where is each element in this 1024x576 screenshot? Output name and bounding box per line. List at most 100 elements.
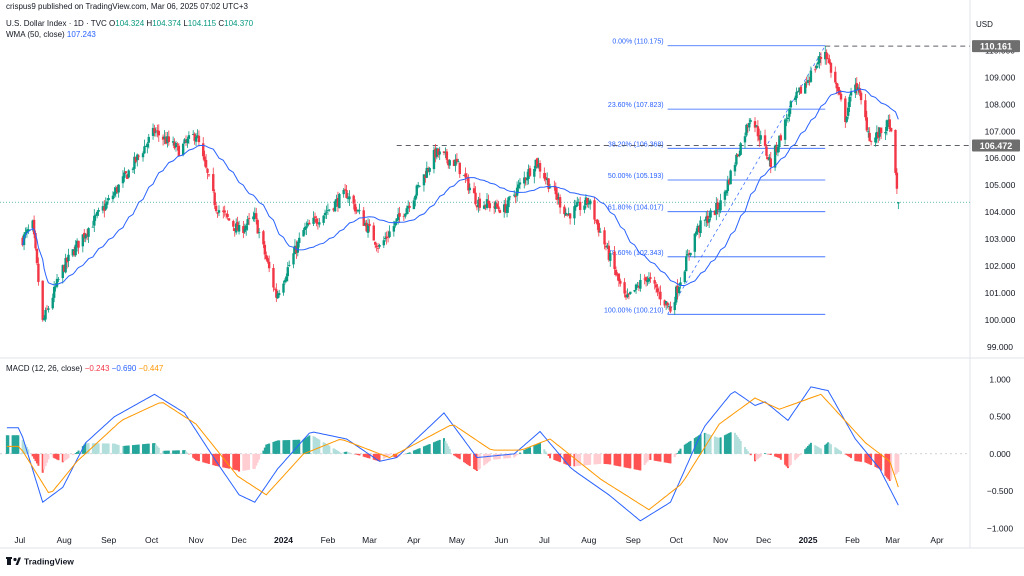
candle-body — [203, 156, 206, 162]
macd-histogram-bar — [126, 445, 129, 454]
symbol-name: U.S. Dollar Index · 1D · TVC — [6, 19, 107, 28]
candle-body — [303, 226, 307, 230]
macd-histogram-bar — [855, 453, 858, 462]
candle-body — [808, 81, 811, 82]
candle-body — [277, 293, 281, 296]
macd-histogram-bar — [15, 435, 18, 454]
macd-legend[interactable]: MACD (12, 26, close) −0.243 −0.690 −0.44… — [6, 364, 163, 374]
macd-histogram-bar — [173, 450, 176, 454]
candle-body — [659, 291, 662, 300]
macd-histogram-bar — [354, 453, 357, 455]
macd-histogram-bar — [880, 453, 883, 471]
candle-body — [518, 182, 522, 185]
macd-histogram-bar — [443, 438, 446, 454]
macd-histogram-bar — [518, 452, 521, 454]
macd-histogram-bar — [607, 453, 610, 465]
candle-body — [828, 59, 831, 64]
candle-body — [406, 205, 410, 209]
macd-histogram-bar — [424, 445, 427, 454]
macd-histogram-bar — [364, 453, 367, 458]
candle-body — [352, 195, 355, 204]
macd-histogram-bar — [196, 453, 199, 461]
macd-histogram-bar — [875, 453, 878, 468]
candle-body — [437, 148, 440, 155]
candle-body — [756, 126, 760, 137]
macd-histogram-bar — [107, 443, 110, 454]
price-badge — [972, 139, 1020, 152]
time-tick-label: Mar — [362, 535, 377, 545]
macd-histogram-bar — [236, 453, 239, 471]
macd-histogram-bar — [325, 443, 328, 454]
candle-body — [705, 216, 708, 221]
candle-body — [336, 197, 340, 207]
wma-50-line — [22, 88, 899, 286]
macd-histogram-bar — [617, 453, 620, 467]
candle-body — [113, 192, 116, 196]
macd-histogram-bar — [766, 453, 769, 455]
symbol-legend[interactable]: U.S. Dollar Index · 1D · TVC O104.324 H1… — [6, 19, 253, 29]
macd-histogram-bar — [278, 440, 281, 454]
candle-body — [835, 83, 838, 89]
candle-body — [755, 125, 758, 127]
macd-histogram-bar — [336, 450, 339, 454]
candle-body — [583, 205, 586, 210]
candle-body — [523, 177, 526, 184]
close-value: 104.370 — [224, 19, 254, 28]
wma-legend[interactable]: WMA (50, close) 107.243 — [6, 30, 96, 40]
macd-histogram-bar — [177, 450, 180, 454]
candle-body — [448, 160, 451, 166]
macd-histogram-bar — [577, 453, 580, 466]
candle-body — [855, 83, 858, 90]
price-axis: 99.000 100.000 101.000 102.000 103.000 104.00… — [985, 45, 1016, 351]
candle-body — [265, 254, 268, 260]
macd-histogram-bar — [467, 453, 470, 466]
candle-body — [425, 167, 429, 178]
macd-histogram-bar — [228, 453, 231, 469]
candle-body — [306, 223, 310, 226]
fib-level-label: 0.00% (110.175) — [612, 39, 663, 46]
candle-body — [584, 197, 588, 206]
candle-body — [888, 119, 891, 129]
macd-histogram-bar — [286, 440, 289, 454]
candle-body — [253, 213, 257, 218]
macd-histogram-bar — [243, 453, 246, 471]
candle-body — [875, 132, 879, 139]
candle-body — [227, 218, 231, 221]
macd-histogram-bar — [124, 445, 127, 454]
macd-histogram-bar — [785, 453, 788, 467]
macd-histogram-bar — [539, 442, 542, 454]
macd-histogram-bar — [306, 436, 309, 454]
macd-histogram-bar — [547, 453, 550, 457]
candle-body — [134, 157, 138, 162]
macd-histogram-bar — [154, 444, 157, 454]
candle-body — [492, 206, 496, 208]
macd-histogram-bar — [365, 453, 368, 458]
macd-histogram-bar — [255, 453, 258, 466]
macd-tick-label: 1.000 — [989, 374, 1011, 384]
macd-histogram-bar — [464, 453, 467, 464]
price-tick-label: 104.000 — [985, 207, 1016, 217]
macd-histogram-bar — [815, 446, 818, 454]
macd-histogram-bar — [332, 448, 335, 454]
macd-histogram-bar — [326, 444, 329, 454]
macd-histogram-bar — [162, 450, 165, 454]
macd-histogram-bar — [455, 453, 458, 458]
macd-histogram-bar — [784, 453, 787, 465]
macd-histogram-bar — [797, 453, 800, 458]
candle-body — [795, 91, 798, 99]
macd-histogram-bar — [755, 453, 758, 461]
macd-histogram-bar — [183, 450, 186, 454]
candle-body — [745, 124, 748, 136]
candle-body — [517, 184, 520, 189]
candle-body — [286, 267, 289, 277]
macd-histogram-bar — [857, 453, 860, 462]
candle-body — [508, 196, 512, 198]
candle-body — [502, 204, 506, 213]
candle-body — [674, 286, 678, 303]
macd-histogram-bar — [649, 453, 652, 460]
price-badges: 110.161 106.472 — [972, 40, 1020, 152]
macd-histogram-bar — [362, 453, 365, 457]
macd-histogram-bar — [415, 449, 418, 454]
